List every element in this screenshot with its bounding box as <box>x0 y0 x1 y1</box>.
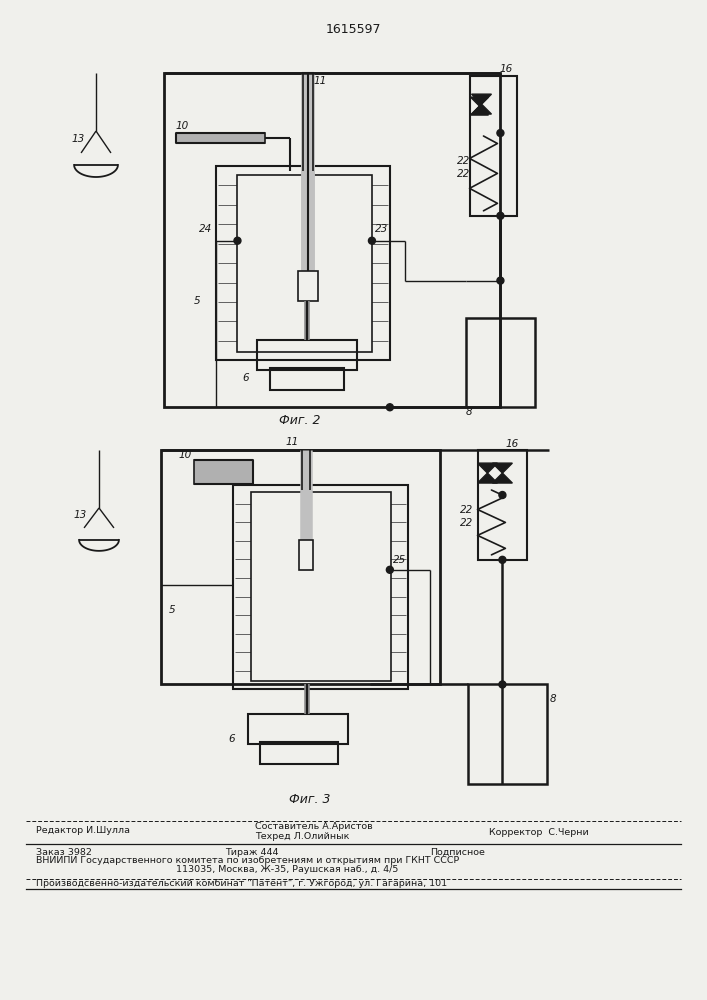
Circle shape <box>499 492 506 499</box>
Bar <box>469 76 518 216</box>
Text: Редактор И.Шулла: Редактор И.Шулла <box>36 826 130 835</box>
Text: 13: 13 <box>73 510 86 520</box>
Text: 5: 5 <box>169 605 175 615</box>
Text: 11: 11 <box>285 437 298 447</box>
Polygon shape <box>493 463 513 473</box>
Text: 16: 16 <box>506 439 519 449</box>
Polygon shape <box>477 463 498 473</box>
Bar <box>164 73 501 407</box>
Text: 11: 11 <box>313 76 327 86</box>
Text: 10: 10 <box>176 121 189 131</box>
Text: 16: 16 <box>499 64 513 74</box>
Bar <box>194 460 253 484</box>
Bar <box>299 540 313 570</box>
Text: 8: 8 <box>549 694 556 704</box>
Text: 1615597: 1615597 <box>325 23 381 36</box>
Text: Корректор  С.Черни: Корректор С.Черни <box>489 828 589 837</box>
Text: Подписное: Подписное <box>430 848 484 857</box>
Bar <box>270 368 344 390</box>
Text: 23: 23 <box>375 224 388 234</box>
Circle shape <box>386 404 393 411</box>
Text: 8: 8 <box>465 407 472 417</box>
Polygon shape <box>493 473 513 483</box>
Bar <box>248 714 348 744</box>
Text: Тираж 444: Тираж 444 <box>226 848 279 857</box>
Bar <box>176 133 265 143</box>
Bar <box>477 450 527 560</box>
Circle shape <box>497 277 504 284</box>
Text: 5: 5 <box>194 296 200 306</box>
Polygon shape <box>472 104 491 114</box>
Bar <box>238 175 372 352</box>
Text: Фиг. 2: Фиг. 2 <box>279 414 321 427</box>
Text: 24: 24 <box>199 224 212 234</box>
Polygon shape <box>472 94 491 104</box>
Text: 25: 25 <box>393 555 406 565</box>
Text: 113035, Москва, Ж-35, Раушская наб., д. 4/5: 113035, Москва, Ж-35, Раушская наб., д. … <box>176 865 398 874</box>
Bar <box>465 318 535 407</box>
Bar <box>260 742 338 764</box>
Text: 22: 22 <box>457 169 470 179</box>
Text: 10: 10 <box>179 450 192 460</box>
Circle shape <box>386 566 393 573</box>
Text: 13: 13 <box>71 134 84 144</box>
Text: Составитель А.Аристов: Составитель А.Аристов <box>255 822 373 831</box>
Text: 6: 6 <box>228 734 235 744</box>
Bar <box>252 492 391 681</box>
Bar <box>303 73 313 171</box>
Circle shape <box>499 681 506 688</box>
Text: Техред Л.Олийнык: Техред Л.Олийнык <box>255 832 350 841</box>
Bar <box>160 450 440 684</box>
Text: 22: 22 <box>460 518 473 528</box>
Circle shape <box>499 556 506 563</box>
Text: 6: 6 <box>243 373 249 383</box>
Bar <box>233 485 408 689</box>
Bar <box>298 271 318 301</box>
Circle shape <box>234 237 241 244</box>
Bar <box>216 166 390 360</box>
Polygon shape <box>471 106 489 115</box>
Text: ВНИИПИ Государственного комитета по изобретениям и открытиям при ГКНТ СССР: ВНИИПИ Государственного комитета по изоб… <box>36 856 460 865</box>
Text: Фиг. 3: Фиг. 3 <box>289 793 331 806</box>
Circle shape <box>497 130 504 137</box>
Bar <box>257 340 357 370</box>
Polygon shape <box>471 97 489 106</box>
Text: Заказ 3982: Заказ 3982 <box>36 848 92 857</box>
Text: 22: 22 <box>457 156 470 166</box>
Text: 22: 22 <box>460 505 473 515</box>
Polygon shape <box>477 473 498 483</box>
Circle shape <box>497 212 504 219</box>
Text: Производсвенно-издательский комбинат "Патент", г. Ужгород, ул. Гагарина, 101: Производсвенно-издательский комбинат "Па… <box>36 879 448 888</box>
Bar <box>467 684 547 784</box>
Circle shape <box>368 237 375 244</box>
